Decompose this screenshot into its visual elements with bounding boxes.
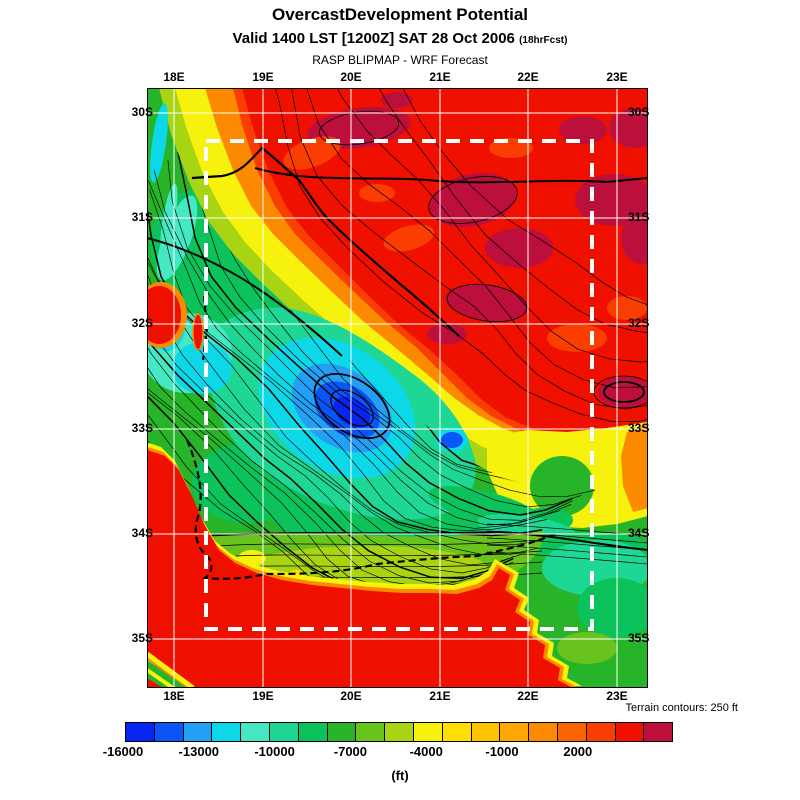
terrain-contours-note: Terrain contours: 250 ft — [625, 702, 738, 714]
y-tick-right-35S: 35S — [628, 631, 650, 645]
x-tick-bottom-23E: 23E — [606, 689, 628, 703]
x-tick-bottom-19E: 19E — [252, 689, 274, 703]
colorbar-tick--1000: -1000 — [485, 744, 519, 759]
colorbar-segment-7 — [326, 723, 356, 741]
model-source-line: RASP BLIPMAP - WRF Forecast — [312, 53, 488, 67]
x-tick-top-23E: 23E — [606, 70, 628, 84]
x-tick-bottom-20E: 20E — [340, 689, 362, 703]
graticule — [147, 88, 648, 688]
colorbar-segment-11 — [441, 723, 471, 741]
y-tick-left-31S: 31S — [131, 210, 153, 224]
x-tick-bottom-18E: 18E — [163, 689, 185, 703]
y-tick-right-32S: 32S — [628, 316, 650, 330]
colorbar-segment-14 — [528, 723, 557, 741]
y-tick-right-31S: 31S — [628, 210, 650, 224]
y-tick-right-30S: 30S — [628, 105, 650, 119]
colorbar-segment-12 — [470, 723, 500, 741]
x-tick-top-22E: 22E — [517, 70, 539, 84]
x-tick-top-20E: 20E — [340, 70, 362, 84]
inner-domain-box — [204, 139, 594, 631]
x-tick-bottom-21E: 21E — [429, 689, 451, 703]
colorbar-segment-3 — [211, 723, 241, 741]
colorbar-segment-8 — [355, 723, 385, 741]
x-tick-top-18E: 18E — [163, 70, 185, 84]
map-border — [147, 88, 648, 688]
valid-time-text: Valid 1400 LST [1200Z] SAT 28 Oct 2006 — [232, 30, 515, 47]
colorbar-segment-9 — [384, 723, 413, 741]
y-tick-right-34S: 34S — [628, 526, 650, 540]
colorbar-tick-2000: 2000 — [563, 744, 593, 759]
colorbar-tick--16000: -16000 — [102, 744, 144, 759]
colorbar-tick--7000: -7000 — [333, 744, 368, 759]
page-title: OvercastDevelopment Potential — [271, 5, 529, 24]
y-tick-left-34S: 34S — [131, 526, 153, 540]
colorbar-segment-4 — [240, 723, 269, 741]
x-tick-top-21E: 21E — [429, 70, 451, 84]
colorbar-segment-16 — [585, 723, 615, 741]
forecast-map-graphic — [135, 88, 661, 688]
colorbar — [125, 722, 673, 742]
colorbar-tick--4000: -4000 — [409, 744, 443, 759]
colorbar-segment-6 — [297, 723, 327, 741]
y-tick-left-32S: 32S — [131, 316, 153, 330]
x-tick-bottom-22E: 22E — [517, 689, 539, 703]
colorbar-segment-2 — [182, 723, 212, 741]
colorbar-segment-15 — [556, 723, 586, 741]
colorbar-segment-0 — [126, 723, 154, 741]
colorbar-segment-5 — [268, 723, 298, 741]
y-tick-left-30S: 30S — [131, 105, 153, 119]
coastline — [185, 439, 558, 580]
x-tick-top-19E: 19E — [252, 70, 274, 84]
y-tick-right-33S: 33S — [628, 421, 650, 435]
colorbar-segment-18 — [643, 723, 673, 741]
valid-time-line: Valid 1400 LST [1200Z] SAT 28 Oct 2006 (… — [0, 30, 800, 47]
colorbar-segment-13 — [499, 723, 529, 741]
colorbar-segment-17 — [614, 723, 644, 741]
colorbar-unit-label: (ft) — [391, 768, 409, 783]
colorbar-segment-1 — [153, 723, 183, 741]
colorbar-tick--13000: -13000 — [178, 744, 220, 759]
y-tick-left-33S: 33S — [131, 421, 153, 435]
y-tick-left-35S: 35S — [131, 631, 153, 645]
colorbar-tick--10000: -10000 — [254, 744, 295, 759]
forecast-lead-tag: (18hrFcst) — [519, 35, 568, 46]
colorbar-segment-10 — [412, 723, 442, 741]
